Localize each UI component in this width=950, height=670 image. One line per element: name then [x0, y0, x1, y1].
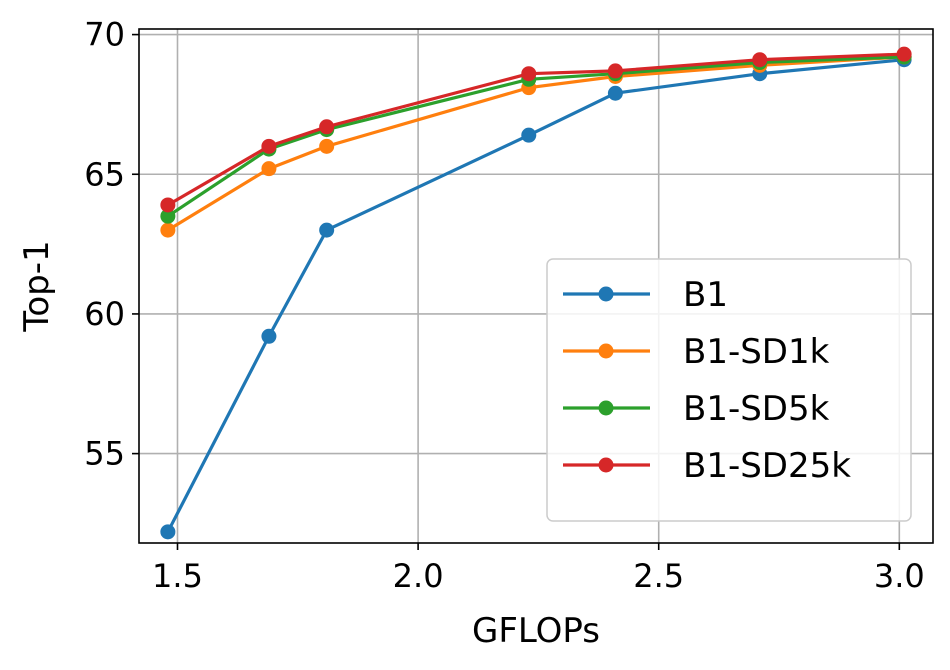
data-point [261, 161, 277, 177]
legend-label: B1 [683, 275, 728, 315]
legend-item: B1 [563, 275, 728, 315]
data-point [261, 328, 277, 344]
y-tick-label: 70 [84, 16, 125, 54]
x-tick-label: 1.5 [152, 557, 203, 595]
data-point [319, 119, 335, 135]
legend-box [546, 258, 912, 522]
y-tick-label: 65 [84, 155, 125, 193]
x-tick-label: 2.0 [393, 557, 444, 595]
axis-ticks: 1.5 2.0 2.5 3.0 55 60 65 70 [84, 16, 924, 595]
data-point [160, 208, 176, 224]
data-point [319, 138, 335, 154]
data-point [160, 197, 176, 213]
x-tick-label: 2.5 [633, 557, 684, 595]
y-tick-label: 55 [84, 435, 125, 473]
legend-marker [598, 400, 614, 416]
data-point [896, 46, 912, 62]
data-point [160, 524, 176, 540]
plot-frame [138, 28, 934, 544]
y-axis-label: Top-1 [17, 240, 57, 332]
data-point [160, 222, 176, 238]
series-b1-sd25k [160, 46, 912, 213]
legend-marker [598, 457, 614, 473]
legend-label: B1-SD1k [683, 332, 830, 372]
legend: B1 B1-SD1k B1-SD5k B1-SD25k [546, 258, 912, 522]
series-b1 [160, 52, 912, 540]
data-point [319, 222, 335, 238]
legend-label: B1-SD5k [683, 389, 830, 429]
x-tick-label: 3.0 [874, 557, 925, 595]
y-tick-label: 60 [84, 295, 125, 333]
data-point [261, 138, 277, 154]
data-point [521, 66, 537, 82]
data-point [607, 63, 623, 79]
data-point [752, 52, 768, 68]
legend-marker [598, 343, 614, 359]
data-point [521, 127, 537, 143]
legend-marker [598, 286, 614, 302]
data-point [607, 85, 623, 101]
legend-item: B1-SD5k [563, 389, 830, 429]
legend-item: B1-SD25k [563, 446, 851, 486]
series-layer [160, 46, 912, 540]
series-line [167, 52, 905, 207]
legend-label: B1-SD25k [683, 446, 851, 486]
x-axis-label: GFLOPs [472, 611, 600, 651]
legend-item: B1-SD1k [563, 332, 830, 372]
